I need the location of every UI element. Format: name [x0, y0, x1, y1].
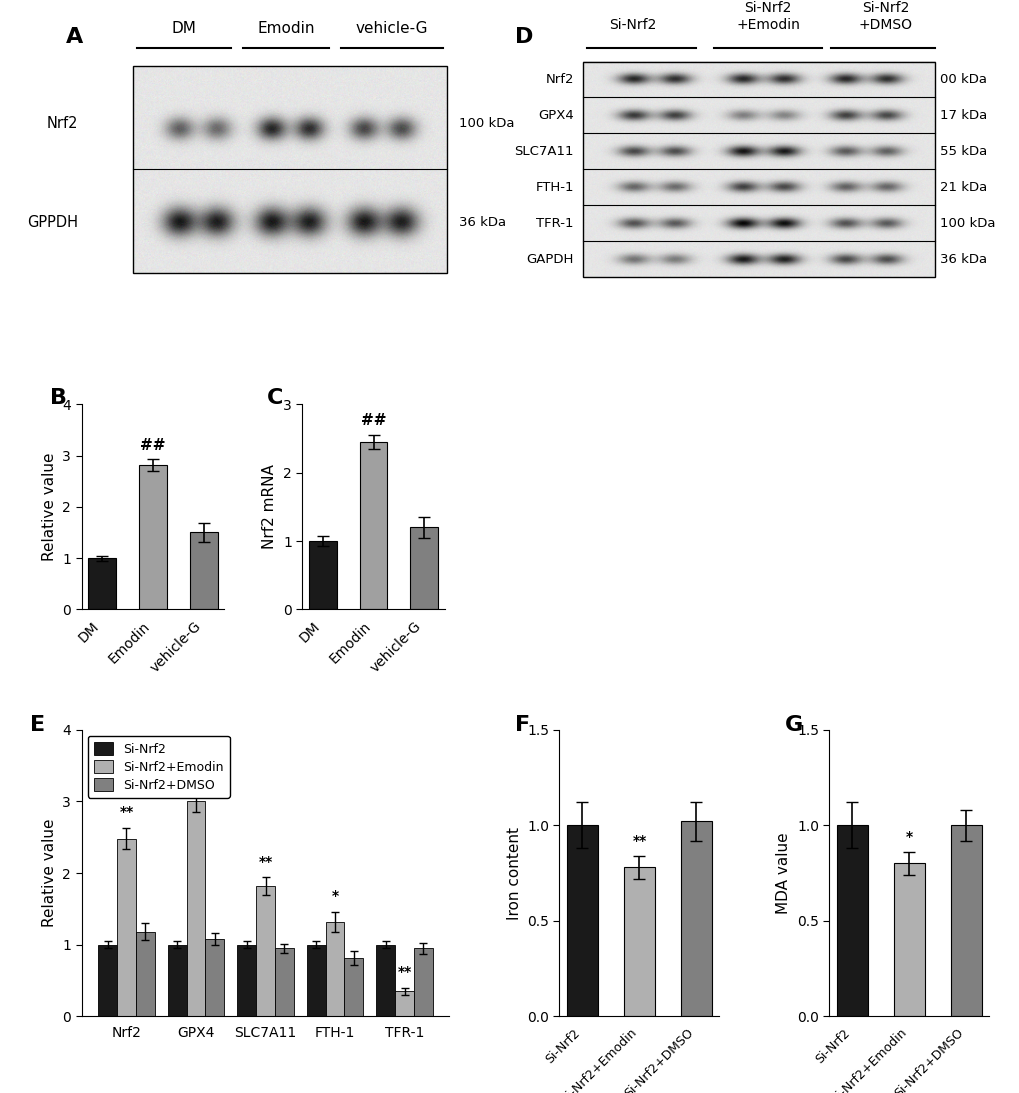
Text: G: G	[784, 715, 802, 736]
Text: GPPDH: GPPDH	[26, 214, 77, 230]
Bar	[893, 863, 924, 1016]
Text: ##: ##	[140, 437, 165, 453]
Y-axis label: Relative value: Relative value	[42, 819, 57, 927]
Bar	[98, 944, 117, 1016]
Bar	[186, 801, 205, 1016]
Text: E: E	[31, 715, 45, 736]
Y-axis label: Nrf2 mRNA: Nrf2 mRNA	[262, 465, 277, 550]
Text: C: C	[266, 388, 283, 408]
Bar	[836, 825, 867, 1016]
Text: 36 kDa: 36 kDa	[938, 252, 985, 266]
Text: GAPDH: GAPDH	[526, 252, 574, 266]
Bar	[168, 944, 186, 1016]
Text: 36 kDa: 36 kDa	[459, 215, 505, 228]
Bar	[394, 991, 414, 1016]
Bar	[275, 949, 293, 1016]
Text: SLC7A11: SLC7A11	[514, 145, 574, 157]
Bar	[132, 66, 446, 273]
Text: Emodin: Emodin	[257, 21, 314, 36]
Text: ##: ##	[361, 413, 386, 428]
Y-axis label: MDA value: MDA value	[775, 832, 791, 914]
Bar	[117, 838, 136, 1016]
Text: 100 kDa: 100 kDa	[459, 117, 514, 130]
Text: Nrf2: Nrf2	[46, 116, 77, 131]
Text: 17 kDa: 17 kDa	[938, 109, 986, 122]
Bar	[88, 559, 116, 609]
Text: FTH-1: FTH-1	[535, 181, 574, 193]
Bar	[344, 957, 363, 1016]
Bar	[136, 932, 155, 1016]
Y-axis label: Iron content: Iron content	[506, 826, 521, 919]
Bar	[190, 532, 217, 609]
Text: Nrf2: Nrf2	[545, 73, 574, 86]
Bar	[582, 61, 934, 278]
Text: A: A	[66, 27, 84, 47]
Bar	[624, 867, 654, 1016]
Bar	[680, 821, 711, 1016]
Bar	[376, 944, 394, 1016]
Text: **: **	[258, 855, 272, 869]
Text: Si-Nrf2
+DMSO: Si-Nrf2 +DMSO	[858, 1, 912, 32]
Text: 00 kDa: 00 kDa	[938, 73, 985, 86]
Bar	[309, 541, 336, 609]
Text: 21 kDa: 21 kDa	[938, 181, 986, 193]
Bar	[307, 944, 325, 1016]
Text: Si-Nrf2
+Emodin: Si-Nrf2 +Emodin	[736, 1, 799, 32]
Bar	[950, 825, 981, 1016]
Bar	[205, 939, 224, 1016]
Text: F: F	[515, 715, 529, 736]
Bar	[360, 442, 387, 609]
Y-axis label: Relative value: Relative value	[42, 453, 57, 561]
Bar	[410, 527, 438, 609]
Text: **: **	[397, 965, 412, 979]
Text: vehicle-G: vehicle-G	[356, 21, 428, 36]
Text: **: **	[189, 768, 203, 781]
Text: **: **	[632, 834, 646, 848]
Bar	[237, 944, 256, 1016]
Text: **: **	[119, 806, 133, 820]
Bar	[325, 921, 344, 1016]
Text: GPX4: GPX4	[538, 109, 574, 122]
Text: B: B	[50, 388, 67, 408]
Bar	[139, 465, 166, 609]
Text: TFR-1: TFR-1	[536, 216, 574, 230]
Text: D: D	[515, 27, 533, 47]
Text: *: *	[331, 890, 338, 903]
Text: 55 kDa: 55 kDa	[938, 145, 986, 157]
Text: 100 kDa: 100 kDa	[938, 216, 995, 230]
Text: Si-Nrf2: Si-Nrf2	[608, 17, 655, 32]
Bar	[414, 949, 432, 1016]
Text: DM: DM	[171, 21, 196, 36]
Text: *: *	[905, 831, 912, 844]
Bar	[256, 886, 275, 1016]
Legend: Si-Nrf2, Si-Nrf2+Emodin, Si-Nrf2+DMSO: Si-Nrf2, Si-Nrf2+Emodin, Si-Nrf2+DMSO	[88, 736, 229, 798]
Bar	[567, 825, 597, 1016]
